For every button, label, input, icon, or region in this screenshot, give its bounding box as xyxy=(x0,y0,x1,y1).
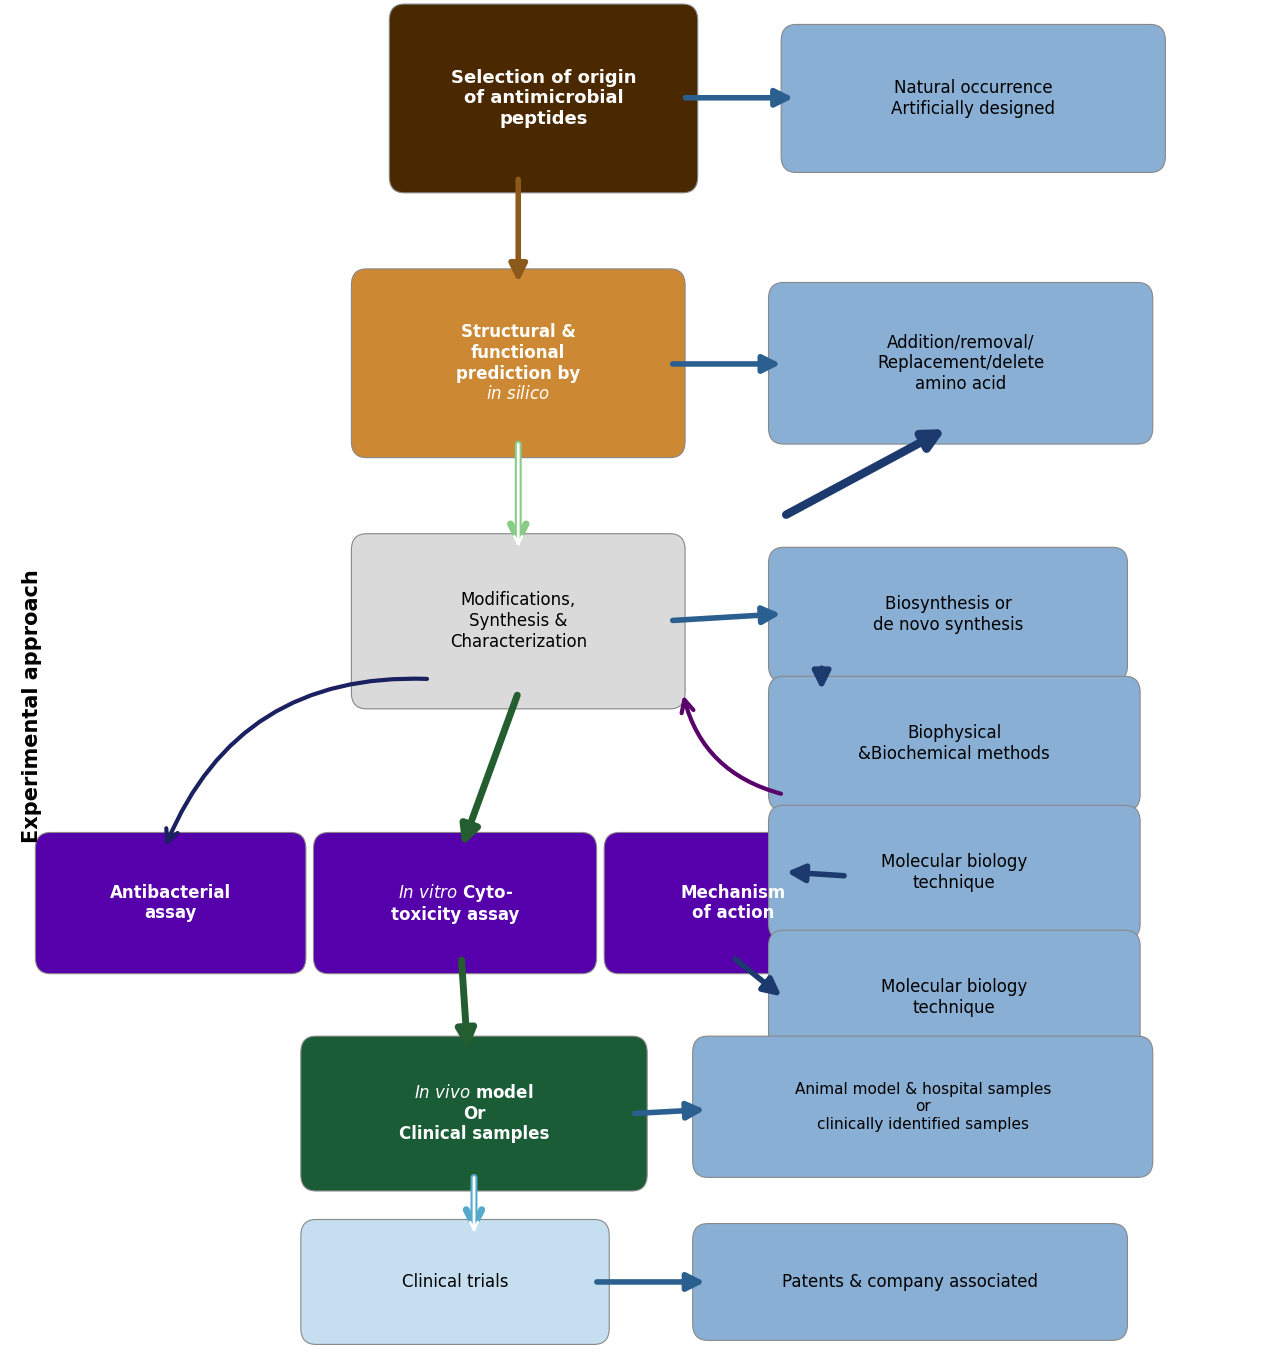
Text: $\mathit{In\ vivo}$ model
Or
Clinical samples: $\mathit{In\ vivo}$ model Or Clinical sa… xyxy=(399,1084,549,1143)
Text: Structural &
functional
prediction by
$\mathit{in\ silico}$: Structural & functional prediction by $\… xyxy=(456,323,580,403)
FancyBboxPatch shape xyxy=(389,4,698,193)
Text: Molecular biology
technique: Molecular biology technique xyxy=(881,978,1028,1017)
FancyBboxPatch shape xyxy=(769,805,1140,940)
FancyBboxPatch shape xyxy=(769,930,1140,1065)
FancyBboxPatch shape xyxy=(35,832,306,974)
Text: Patents & company associated: Patents & company associated xyxy=(782,1272,1038,1291)
FancyBboxPatch shape xyxy=(693,1224,1127,1340)
Text: Biophysical
&Biochemical methods: Biophysical &Biochemical methods xyxy=(858,724,1050,763)
FancyBboxPatch shape xyxy=(313,832,597,974)
Text: Mechanism
of action: Mechanism of action xyxy=(680,884,786,922)
FancyBboxPatch shape xyxy=(351,269,685,458)
FancyBboxPatch shape xyxy=(693,1036,1153,1177)
FancyBboxPatch shape xyxy=(769,676,1140,811)
FancyBboxPatch shape xyxy=(769,547,1127,682)
Text: Addition/removal/
Replacement/delete
amino acid: Addition/removal/ Replacement/delete ami… xyxy=(877,334,1044,392)
FancyBboxPatch shape xyxy=(301,1219,609,1344)
Text: Biosynthesis or
de novo synthesis: Biosynthesis or de novo synthesis xyxy=(873,595,1023,634)
FancyBboxPatch shape xyxy=(781,24,1165,172)
Text: Experimental approach: Experimental approach xyxy=(21,569,42,843)
FancyBboxPatch shape xyxy=(301,1036,647,1191)
FancyBboxPatch shape xyxy=(351,534,685,709)
Text: Animal model & hospital samples
or
clinically identified samples: Animal model & hospital samples or clini… xyxy=(795,1082,1050,1131)
Text: Natural occurrence
Artificially designed: Natural occurrence Artificially designed xyxy=(891,79,1055,118)
Text: Antibacterial
assay: Antibacterial assay xyxy=(110,884,231,922)
Text: Modifications,
Synthesis &
Characterization: Modifications, Synthesis & Characterizat… xyxy=(450,592,586,650)
Text: Clinical trials: Clinical trials xyxy=(402,1272,508,1291)
Text: Selection of origin
of antimicrobial
peptides: Selection of origin of antimicrobial pep… xyxy=(451,69,636,128)
Text: Molecular biology
technique: Molecular biology technique xyxy=(881,853,1028,892)
Text: $\mathit{In\ vitro}$ Cyto-
toxicity assay: $\mathit{In\ vitro}$ Cyto- toxicity assa… xyxy=(391,881,520,925)
FancyBboxPatch shape xyxy=(769,282,1153,444)
FancyBboxPatch shape xyxy=(604,832,862,974)
